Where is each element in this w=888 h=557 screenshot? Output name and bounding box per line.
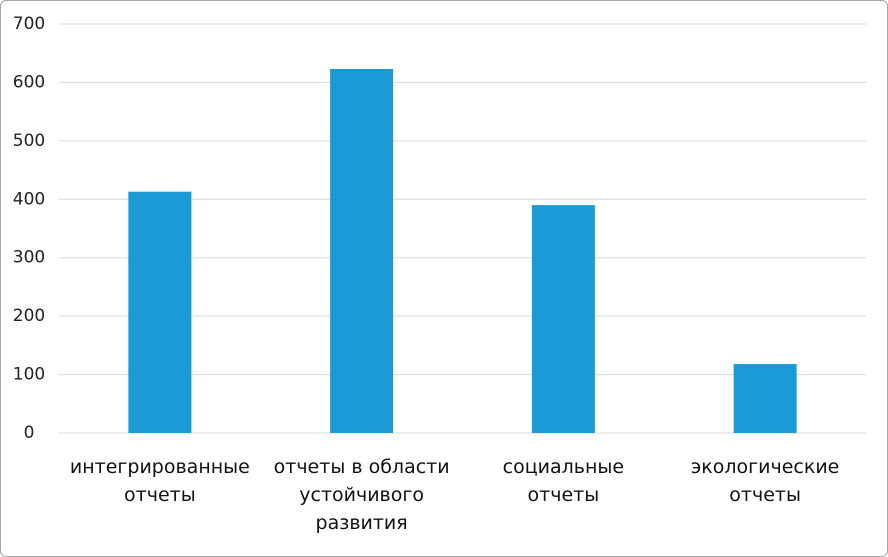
x-tick-label: отчеты в области устойчивого развития bbox=[273, 456, 450, 534]
bar bbox=[330, 68, 394, 434]
bar bbox=[733, 364, 797, 433]
y-tick-label: 400 bbox=[13, 189, 45, 209]
bar bbox=[128, 191, 192, 433]
y-tick-label: 700 bbox=[13, 14, 45, 34]
x-tick-label: экологические отчеты bbox=[690, 456, 840, 506]
y-tick-label: 600 bbox=[13, 72, 45, 92]
x-tick-label: интегрированные отчеты bbox=[69, 456, 250, 506]
y-tick-label: 100 bbox=[13, 365, 45, 385]
y-tick-label: 300 bbox=[13, 248, 45, 268]
bar bbox=[531, 205, 595, 433]
y-tick-label: 0 bbox=[24, 423, 35, 443]
y-tick-label: 200 bbox=[13, 306, 45, 326]
x-tick-label: социальные отчеты bbox=[502, 456, 625, 506]
y-tick-label: 500 bbox=[13, 131, 45, 151]
